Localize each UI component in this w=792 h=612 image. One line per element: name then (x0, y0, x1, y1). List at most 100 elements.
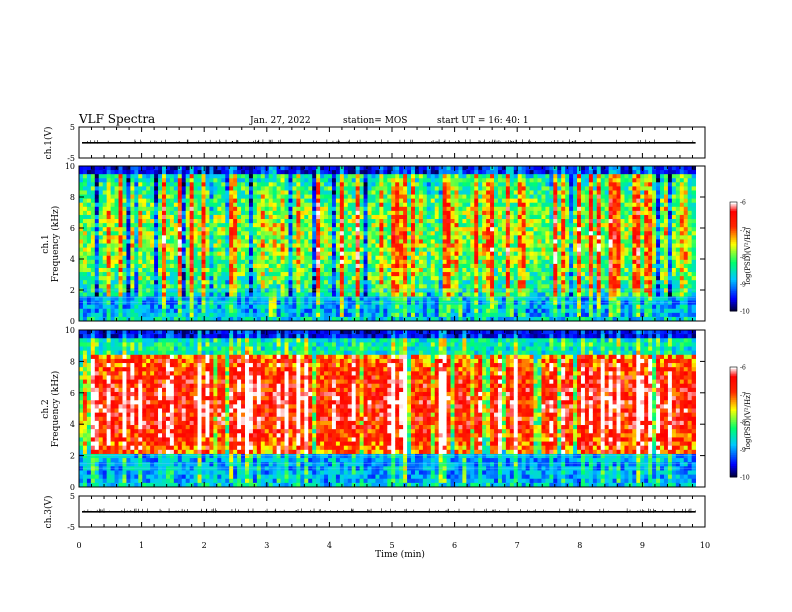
spectrogram-cell (426, 239, 432, 244)
spectrogram-cell (308, 251, 313, 257)
spectrogram-cell (545, 198, 550, 204)
spectrogram-cell (118, 235, 123, 240)
spectrogram-cell (407, 178, 412, 183)
spectrogram-cell (359, 259, 364, 265)
spectrogram-cell (422, 316, 428, 322)
spectrogram-cell (260, 166, 266, 171)
spectrogram-cell (541, 202, 546, 208)
spectrogram-cell (237, 292, 242, 297)
spectrogram-cell (450, 263, 455, 269)
spectrogram-cell (185, 312, 191, 318)
spectrogram-cell (106, 214, 112, 220)
spectrogram-cell (193, 304, 198, 310)
spectrogram-cell (169, 263, 175, 269)
spectrogram-cell (442, 251, 447, 257)
spectrogram-cell (383, 284, 388, 289)
spectrogram-cell (130, 272, 135, 277)
spectrogram-cell (241, 247, 246, 253)
spectrogram-cell (470, 308, 475, 314)
spectrogram-cell (146, 300, 151, 306)
spectrogram-cell (217, 227, 222, 232)
spectrogram-cell (185, 190, 191, 195)
spectrogram-cell (414, 263, 420, 269)
spectrogram-cell (331, 231, 337, 236)
spectrogram-cell (470, 267, 475, 273)
spectrogram-cell (138, 231, 143, 236)
spectrogram-cell (549, 259, 554, 265)
spectrogram-cell (355, 272, 361, 277)
spectrogram-cell (138, 186, 143, 191)
spectrogram-cell (486, 235, 491, 240)
spectrogram-cell (177, 276, 183, 281)
spectrogram-cell (371, 210, 376, 216)
spectrogram-cell (355, 219, 361, 224)
spectrogram-cell (509, 210, 515, 216)
spectrogram-cell (138, 296, 143, 302)
spectrogram-cell (245, 178, 250, 183)
spectrogram-cell (142, 206, 147, 212)
spectrogram-cell (320, 182, 325, 187)
spectrogram-cell (154, 214, 159, 220)
spectrogram-cell (316, 166, 321, 171)
spectrogram-cell (308, 247, 313, 253)
spectrogram-cell (94, 288, 100, 293)
spectrogram-cell (320, 288, 325, 293)
spectrogram-cell (106, 235, 112, 240)
spectrogram-cell (241, 219, 246, 224)
spectrogram-cell (229, 206, 234, 212)
spectrogram-cell (142, 247, 147, 253)
spectrogram-cell (391, 178, 396, 183)
spectrogram-cell (565, 255, 570, 261)
spectrogram-cell (268, 227, 274, 232)
spectrogram-cell (79, 296, 84, 302)
spectrogram-cell (320, 255, 325, 261)
spectrogram-cell (304, 239, 309, 244)
spectrogram-cell (245, 272, 250, 277)
spectrogram-cell (482, 219, 487, 224)
spectrogram-cell (102, 243, 108, 248)
spectrogram-cell (98, 308, 104, 314)
spectrogram-cell (146, 312, 151, 318)
spectrogram-cell (320, 178, 325, 183)
spectrogram-cell (442, 308, 447, 314)
spectrogram-cell (197, 312, 202, 318)
spectrogram-cell (248, 300, 254, 306)
spectrogram-cell (169, 292, 175, 297)
spectrogram-cell (268, 166, 274, 171)
spectrogram-cell (320, 198, 325, 204)
spectrogram-cell (98, 206, 104, 212)
spectrogram-cell (478, 219, 483, 224)
spectrogram-cell (292, 316, 297, 322)
spectrogram-cell (260, 280, 266, 285)
spectrogram-cell (138, 247, 143, 253)
spectrogram-cell (434, 198, 440, 204)
spectrogram-cell (434, 186, 440, 191)
spectrogram-cell (177, 300, 183, 306)
spectrogram-cell (490, 296, 495, 302)
spectrogram-cell (114, 308, 119, 314)
spectrogram-cell (205, 284, 210, 289)
spectrogram-cell (494, 235, 499, 240)
spectrogram-cell (106, 194, 112, 200)
spectrogram-cell (565, 300, 570, 306)
spectrogram-cell (86, 194, 92, 200)
spectrogram-cell (225, 174, 230, 179)
spectrogram-cell (185, 259, 191, 265)
spectrogram-cell (300, 170, 305, 175)
spectrogram-cell (201, 272, 206, 277)
spectrogram-cell (525, 292, 530, 297)
spectrogram-cell (375, 202, 380, 208)
spectrogram-cell (537, 296, 542, 302)
spectrogram-cell (339, 202, 345, 208)
spectrogram-cell (118, 190, 123, 195)
spectrogram-cell (185, 296, 191, 302)
spectrogram-cell (565, 312, 570, 318)
spectrogram-cell (513, 247, 519, 253)
spectrogram-cell (494, 284, 499, 289)
spectrogram-cell (106, 288, 112, 293)
spectrogram-cell (114, 206, 119, 212)
spectrogram-cell (418, 251, 424, 257)
spectrogram-cell (486, 288, 491, 293)
spectrogram-cell (529, 284, 534, 289)
spectrogram-cell (371, 272, 376, 277)
